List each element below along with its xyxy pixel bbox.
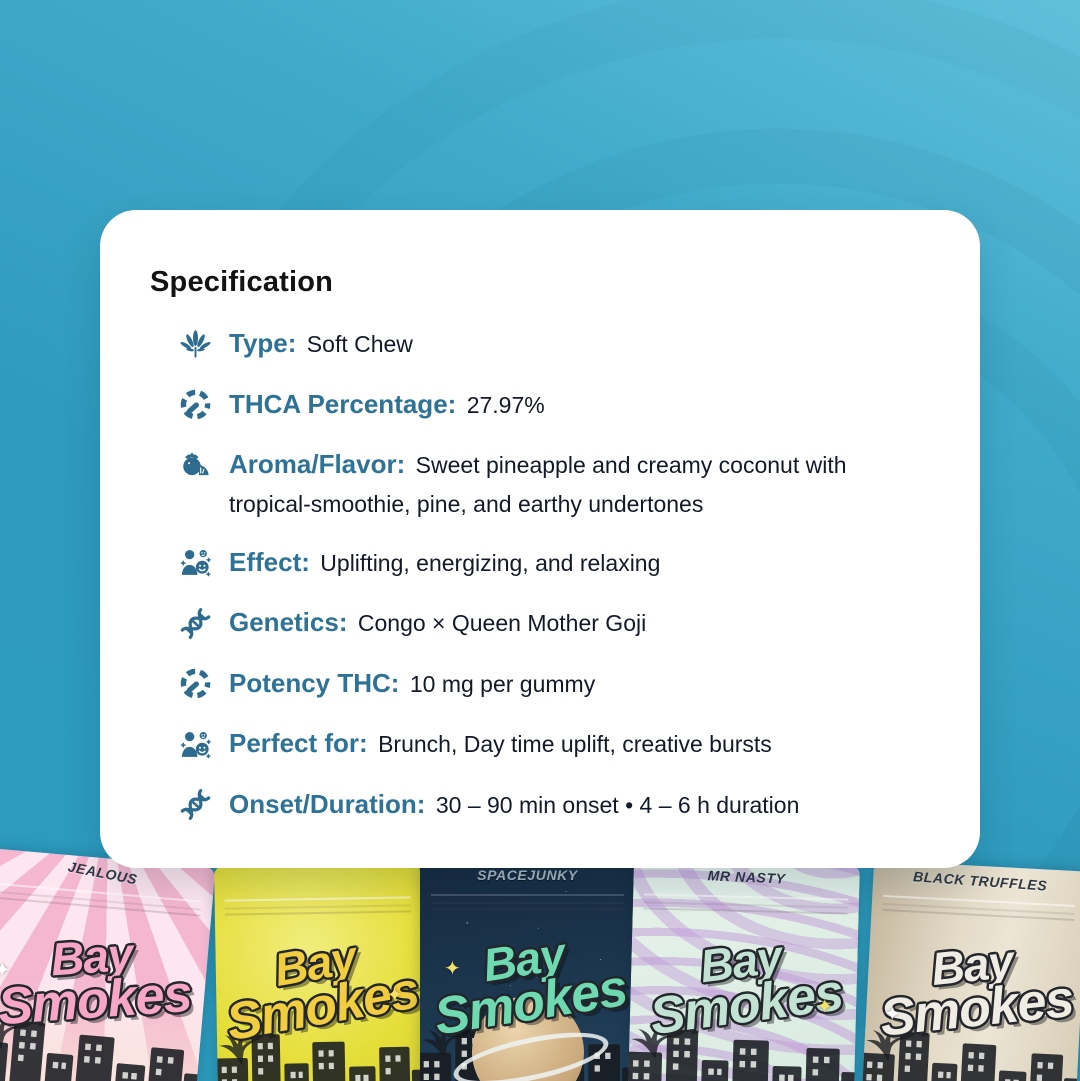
spec-value: 27.97%: [460, 391, 545, 418]
sparkle-icon: ✦: [444, 958, 461, 980]
bay-smokes-logo: Bay Smokes: [863, 933, 1080, 1048]
spec-row: Onset/Duration: 30 – 90 min onset • 4 – …: [174, 784, 932, 826]
cannabis-leaf-icon: [174, 324, 216, 364]
spec-list: Type: Soft Chew THCA Percentage: 27.97% …: [174, 323, 932, 826]
spec-label: Genetics:: [229, 607, 348, 638]
card-title: Specification: [150, 266, 334, 298]
spec-row: Effect: Uplifting, energizing, and relax…: [174, 542, 932, 584]
dna-icon: [174, 785, 216, 825]
spec-label: Onset/Duration:: [229, 788, 426, 819]
product-bag-name: SPACEJUNKY: [477, 867, 578, 883]
spec-row: Aroma/Flavor: Sweet pineapple and creamy…: [174, 444, 932, 522]
product-bag: JEALOUS Bay Smokes ✦: [0, 848, 216, 1081]
bay-smokes-logo: Bay Smokes: [0, 928, 208, 1037]
spec-value: Uplifting, energizing, and relaxing: [313, 549, 661, 576]
product-bag-name: [214, 869, 420, 873]
spec-row: Perfect for: Brunch, Day time uplift, cr…: [174, 723, 932, 765]
product-bag: BLACK TRUFFLES Bay Smokes ✦: [860, 860, 1080, 1081]
person-mood-icon: [174, 724, 216, 764]
bag-zipper: [224, 896, 411, 916]
product-bag: Bay Smokes ✦: [214, 862, 425, 1081]
sparkle-icon: ✦: [883, 1003, 902, 1026]
gauge-icon: [174, 385, 216, 425]
bag-zipper: [882, 894, 1076, 921]
spec-value: Soft Chew: [300, 331, 413, 357]
spec-row: Potency THC: 10 mg per gummy: [174, 663, 932, 705]
product-bag-name: BLACK TRUFFLES: [912, 868, 1048, 894]
spec-label: Potency THC:: [229, 667, 400, 698]
spec-label: Aroma/Flavor:: [229, 449, 406, 480]
specification-card: Specification Type: Soft Chew THCA Perce…: [100, 210, 980, 868]
person-mood-icon: [174, 543, 216, 583]
spec-row: Genetics: Congo × Queen Mother Goji: [174, 602, 932, 644]
spec-value: Brunch, Day time uplift, creative bursts: [371, 731, 772, 758]
spec-value: Congo × Queen Mother Goji: [351, 610, 647, 637]
product-bag: SPACEJUNKY Bay Smokes ✦: [420, 860, 635, 1081]
city-skyline-graphic: [860, 1017, 1080, 1081]
fruit-icon: [174, 445, 216, 485]
spec-label: Type:: [229, 328, 297, 358]
sparkle-icon: ✦: [815, 995, 834, 1019]
spec-label: Perfect for:: [229, 728, 368, 759]
product-bag: MR NASTY Bay Smokes ✦: [627, 859, 860, 1081]
sparkle-icon: ✦: [0, 958, 12, 983]
planet-graphic: [471, 996, 584, 1081]
bag-zipper: [644, 893, 848, 915]
spec-label: THCA Percentage:: [229, 388, 457, 419]
bag-zipper: [430, 894, 625, 910]
spec-row: THCA Percentage: 27.97%: [174, 384, 932, 426]
dna-icon: [174, 603, 216, 643]
spec-value: 30 – 90 min onset • 4 – 6 h duration: [429, 791, 800, 818]
spec-row: Type: Soft Chew: [174, 323, 932, 365]
spec-value: 10 mg per gummy: [403, 670, 596, 697]
city-skyline-graphic: [0, 1004, 211, 1081]
spec-label: Effect:: [229, 546, 310, 577]
sparkle-icon: ✦: [386, 984, 404, 1007]
spec-value: Sweet pineapple and creamy coconut with …: [229, 452, 847, 517]
gauge-icon: [174, 664, 216, 704]
